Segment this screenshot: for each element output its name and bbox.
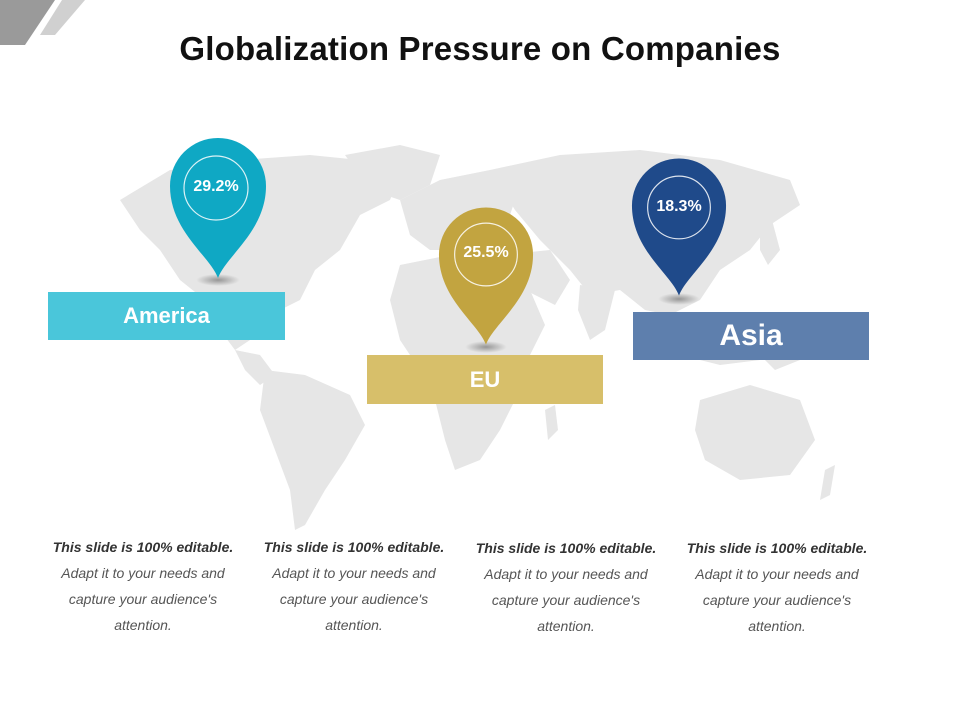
description-2-text: Adapt it to your needs and capture your … bbox=[272, 565, 436, 633]
eu-pin-value: 25.5% bbox=[463, 244, 509, 261]
description-3-bold: This slide is 100% editable. bbox=[475, 540, 657, 556]
page-title: Globalization Pressure on Companies bbox=[179, 30, 781, 67]
eu-label: EU bbox=[469, 366, 501, 392]
eu-label-box: EU bbox=[367, 355, 603, 404]
description-1-bold: This slide is 100% editable. bbox=[52, 539, 234, 555]
description-4-bold: This slide is 100% editable. bbox=[686, 540, 868, 556]
description-1-text: Adapt it to your needs and capture your … bbox=[61, 565, 225, 633]
description-4-text: Adapt it to your needs and capture your … bbox=[695, 566, 859, 634]
description-2: This slide is 100% editable. Adapt it to… bbox=[259, 534, 449, 638]
america-label: America bbox=[123, 303, 210, 328]
asia-pin-value: 18.3% bbox=[656, 198, 702, 215]
asia-label: Asia bbox=[719, 319, 783, 352]
description-3-text: Adapt it to your needs and capture your … bbox=[484, 566, 648, 634]
america-pin-value: 29.2% bbox=[193, 178, 239, 195]
description-2-bold: This slide is 100% editable. bbox=[263, 539, 445, 555]
america-pin: 29.2% bbox=[168, 136, 268, 286]
description-1: This slide is 100% editable. Adapt it to… bbox=[48, 534, 238, 638]
description-3: This slide is 100% editable. Adapt it to… bbox=[471, 535, 661, 639]
asia-label-box: Asia bbox=[633, 312, 869, 360]
asia-pin: 18.3% bbox=[630, 155, 728, 305]
eu-pin: 25.5% bbox=[437, 205, 535, 353]
description-4: This slide is 100% editable. Adapt it to… bbox=[682, 535, 872, 639]
corner-decoration bbox=[0, 0, 85, 45]
america-label-box: America bbox=[48, 292, 285, 340]
